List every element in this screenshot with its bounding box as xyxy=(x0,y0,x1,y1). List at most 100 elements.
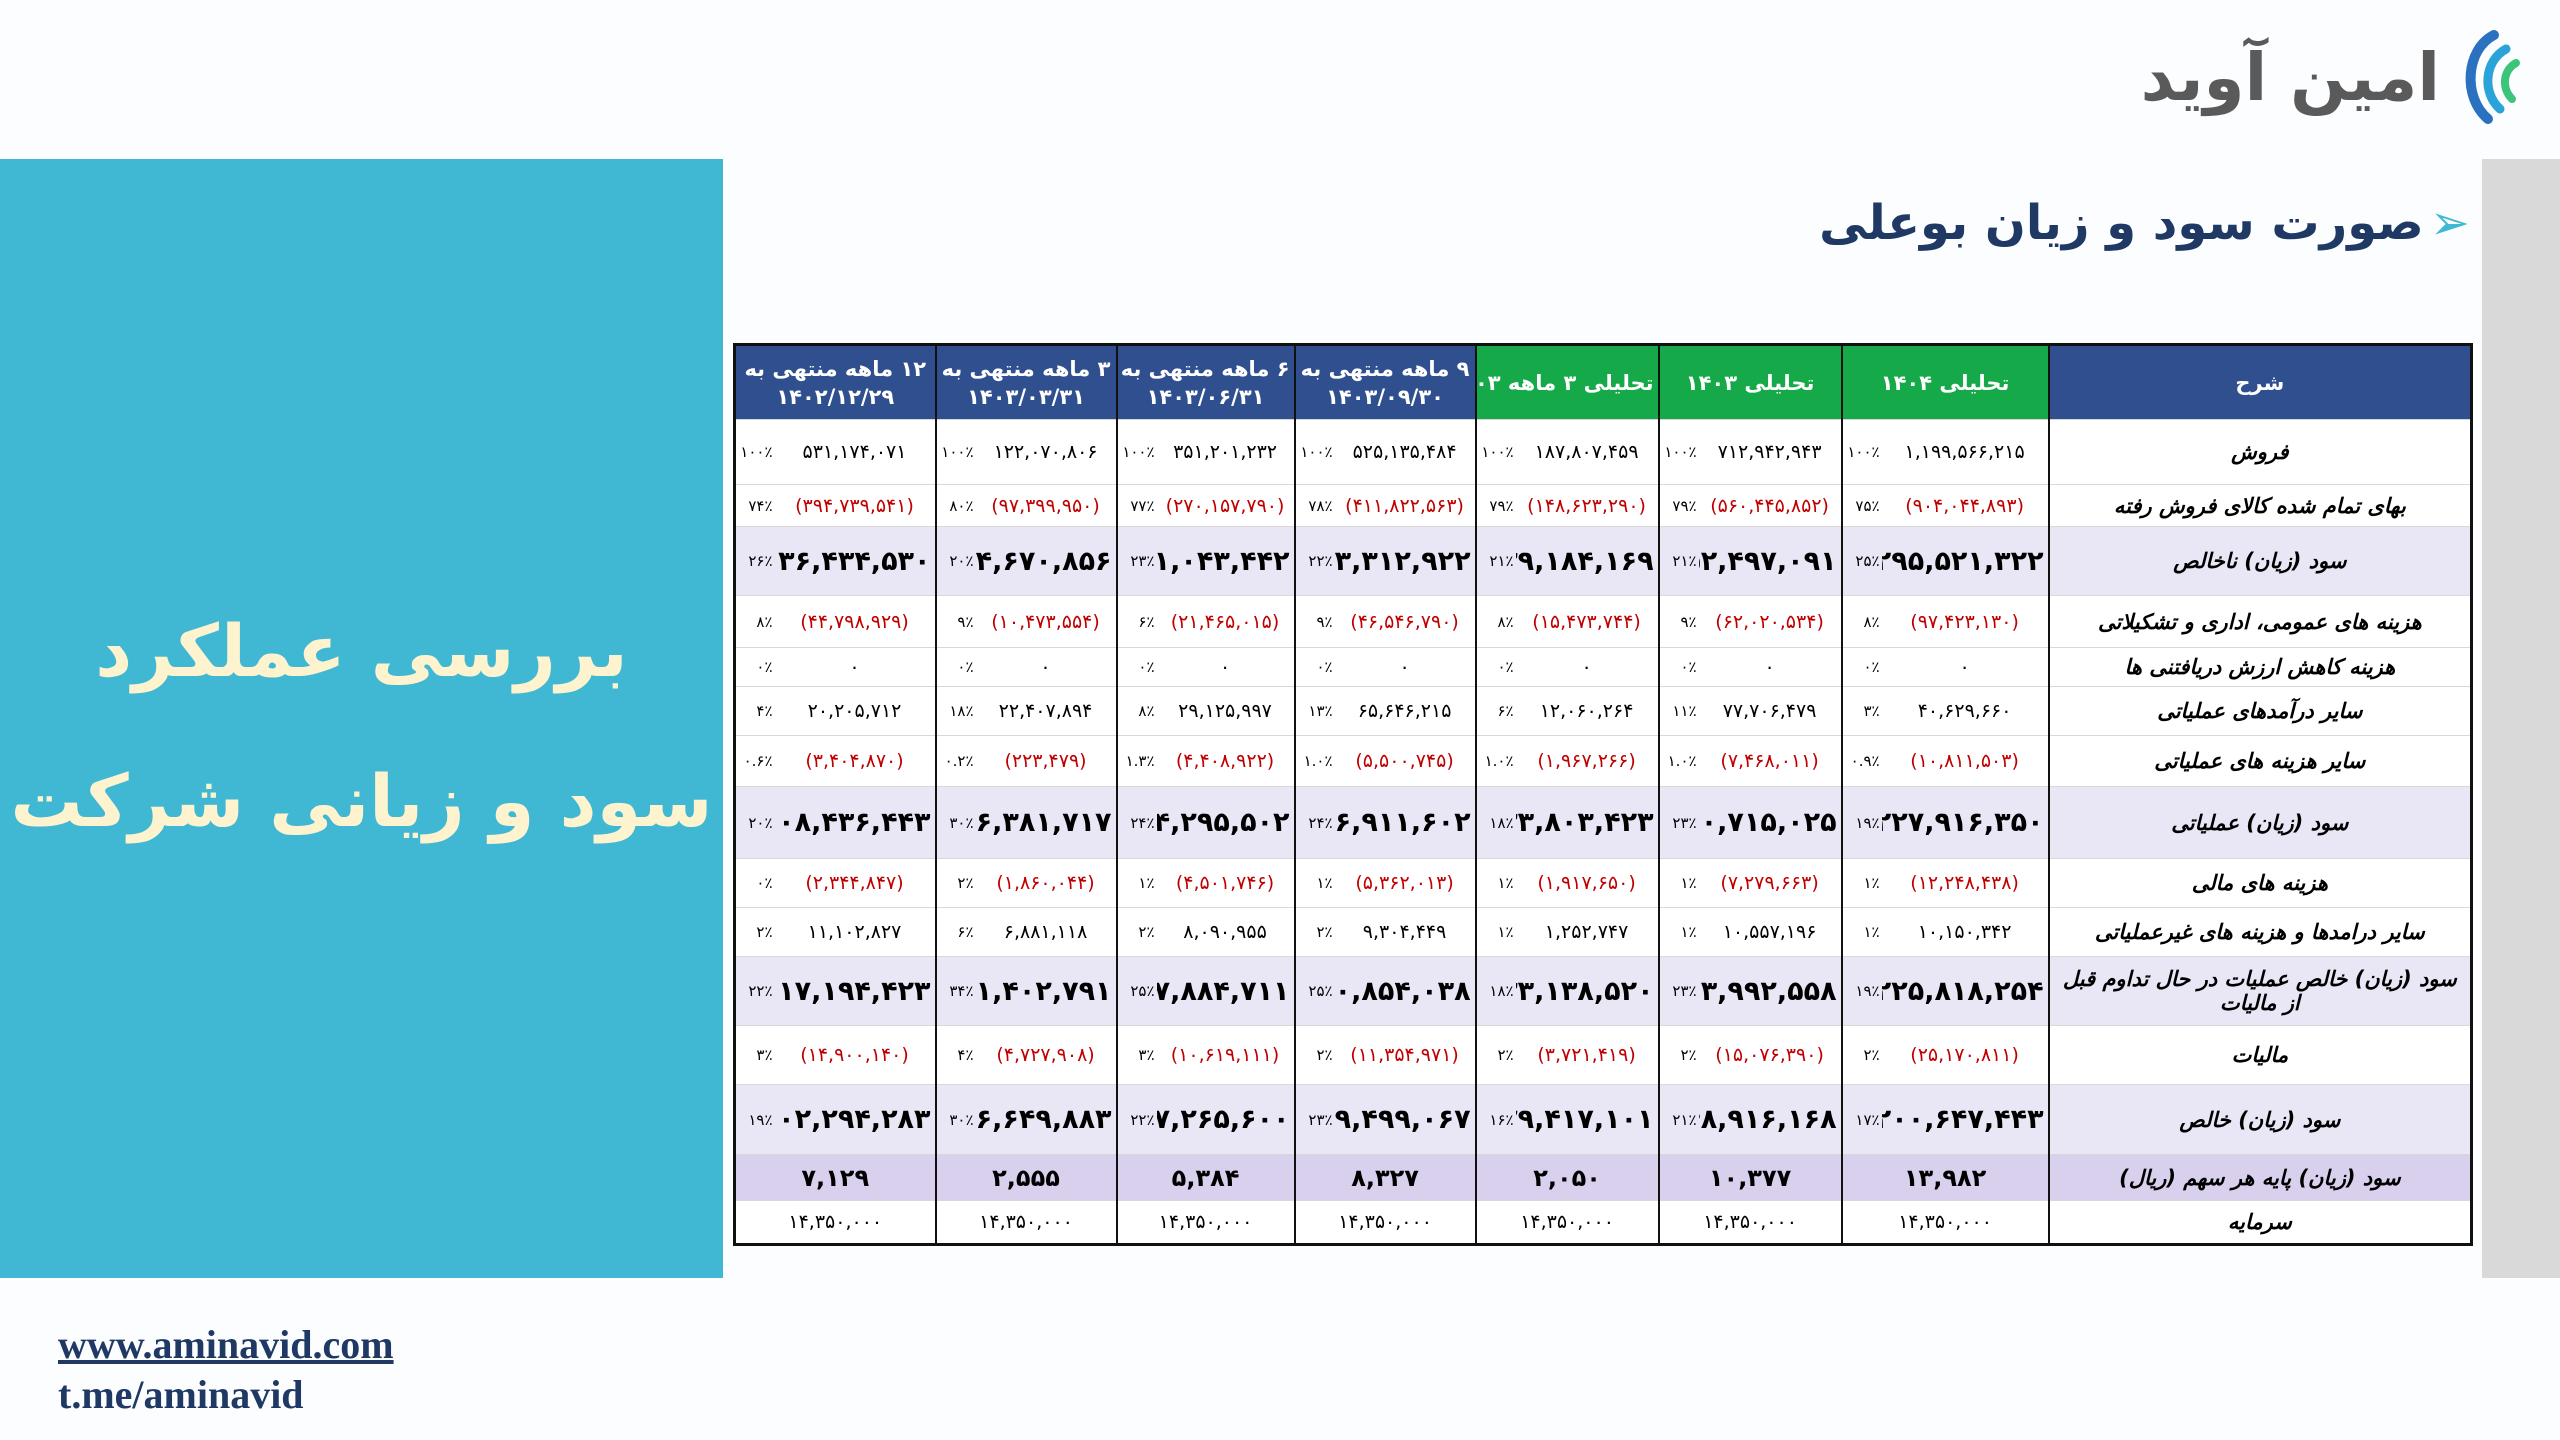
percent-cell: ۲۲٪ xyxy=(1115,1084,1157,1155)
percent-cell: ۲٪ xyxy=(934,858,976,908)
percent-cell: ۱۰۰٪ xyxy=(934,419,976,485)
value-cell: ۱۴,۳۵۰,۰۰۰ xyxy=(1657,1200,1842,1245)
table-row: مالیات (۲۵,۱۷۰,۸۱۱) ۲٪ (۱۵,۰۷۶,۳۹۰) ۲٪ (۳,۷۲۱… xyxy=(733,1025,2472,1085)
percent-cell: ۱۷٪ xyxy=(1840,1084,1882,1155)
percent-cell: ۱٪ xyxy=(1840,858,1882,908)
percent-cell: ۱۰۰٪ xyxy=(733,419,775,485)
percent-cell: ۲۱٪ xyxy=(1657,1084,1699,1155)
table-row: سرمایه ۱۴,۳۵۰,۰۰۰ ۱۴,۳۵۰,۰۰۰ ۱۴,۳۵۰,۰۰۰ ۱۴,۳… xyxy=(733,1200,2472,1245)
percent-cell: ۱٪ xyxy=(1657,858,1699,908)
value-cell: ۰ xyxy=(1515,647,1659,687)
value-cell: (۱۱,۳۵۴,۹۷۱) xyxy=(1334,1025,1476,1085)
table-row: هزینه کاهش ارزش دریافتنی ها ۰ ۰٪ ۰ ۰٪ ۰ ۰٪ ۰ ۰٪ ۰… xyxy=(733,647,2472,687)
telegram-link: t.me/aminavid xyxy=(58,1372,304,1417)
value-cell: (۷,۴۶۸,۰۱۱) xyxy=(1698,735,1842,787)
value-cell: ۷,۱۲۹ xyxy=(733,1154,936,1201)
value-cell: (۲۱,۴۶۵,۰۱۵) xyxy=(1156,595,1295,648)
percent-cell: ۱.۳٪ xyxy=(1115,735,1157,787)
percent-cell: ۲۴٪ xyxy=(1115,786,1157,859)
table-row: بهای تمام شده کالای فروش رفته (۹۰۴,۰۴۴,۸۹… xyxy=(733,484,2472,527)
income-table: شرح تحلیلی ۱۴۰۴ تحلیلی ۱۴۰۳ تحلیلی ۳ ماهه ۱… xyxy=(733,343,2474,1246)
percent-cell: ۲۱٪ xyxy=(1474,526,1516,596)
percent-cell: ۲۶٪ xyxy=(733,526,775,596)
percent-cell: ۶٪ xyxy=(1115,595,1157,648)
value-cell: (۲۵,۱۷۰,۸۱۱) xyxy=(1881,1025,2049,1085)
value-cell: ۲۹۵,۵۲۱,۳۲۲ xyxy=(1881,526,2049,596)
value-cell: (۱۴,۹۰۰,۱۴۰) xyxy=(774,1025,936,1085)
row-label: سایر درامدها و هزینه های غیرعملیاتی xyxy=(2047,907,2472,957)
value-cell: (۴۶,۵۴۶,۷۹۰) xyxy=(1334,595,1476,648)
value-cell: (۱۵,۰۷۶,۳۹۰) xyxy=(1698,1025,1842,1085)
website-link[interactable]: www.aminavid.com xyxy=(58,1322,394,1367)
value-cell: ۸,۳۲۷ xyxy=(1293,1154,1476,1201)
percent-cell: ۱۸٪ xyxy=(1474,956,1516,1026)
row-label: سود (زیان) خالص xyxy=(2047,1084,2472,1155)
value-cell: ۳۶,۶۴۹,۸۸۳ xyxy=(975,1084,1117,1155)
value-cell: ۱۴,۳۵۰,۰۰۰ xyxy=(1840,1200,2049,1245)
value-cell: (۱,۹۱۷,۶۵۰) xyxy=(1515,858,1659,908)
percent-cell: ۲۲٪ xyxy=(733,956,775,1026)
row-label: سود (زیان) خالص عملیات در حال تداوم قبل … xyxy=(2047,956,2472,1026)
value-cell: ۲۹,۴۱۷,۱۰۱ xyxy=(1515,1084,1659,1155)
header-cell: ۱۲ ماهه منتهی به ۱۴۰۲/۱۲/۲۹ xyxy=(733,344,936,420)
value-cell: ۲,۰۵۰ xyxy=(1474,1154,1659,1201)
row-label: سایر درآمدهای عملیاتی xyxy=(2047,686,2472,736)
value-cell: ۵۲۵,۱۳۵,۴۸۴ xyxy=(1334,419,1476,485)
row-label: هزینه های عمومی، اداری و تشکیلاتی xyxy=(2047,595,2472,648)
value-cell: ۱۳۶,۴۳۴,۵۳۰ xyxy=(774,526,936,596)
value-cell: (۳۹۴,۷۳۹,۵۴۱) xyxy=(774,484,936,527)
table-row: فروش ۱,۱۹۹,۵۶۶,۲۱۵ ۱۰۰٪ ۷۱۲,۹۴۲,۹۴۳ ۱۰۰٪ ۱۸۷,… xyxy=(733,419,2472,485)
value-cell: ۱۰,۱۵۰,۳۴۲ xyxy=(1881,907,2049,957)
percent-cell: ۰.۹٪ xyxy=(1840,735,1882,787)
value-cell: (۱۰,۴۷۳,۵۵۴) xyxy=(975,595,1117,648)
percent-cell: ۱۰۰٪ xyxy=(1474,419,1516,485)
value-cell: ۱۴,۳۵۰,۰۰۰ xyxy=(1474,1200,1659,1245)
value-cell: (۹۷,۳۹۹,۹۵۰) xyxy=(975,484,1117,527)
value-cell: ۰ xyxy=(774,647,936,687)
value-cell: ۱۴,۳۵۰,۰۰۰ xyxy=(1293,1200,1476,1245)
value-cell: ۱۴۸,۹۱۶,۱۶۸ xyxy=(1698,1084,1842,1155)
percent-cell: ۳٪ xyxy=(1840,686,1882,736)
panel-line: سود و زیانی شرکت xyxy=(10,759,713,843)
row-label: سرمایه xyxy=(2047,1200,2472,1245)
percent-cell: ۲٪ xyxy=(1840,1025,1882,1085)
table-row: سود (زیان) پایه هر سهم (ریال) ۱۳,۹۸۲ ۱۰,۳۷… xyxy=(733,1154,2472,1201)
value-cell: (۹۷,۴۲۳,۱۳۰) xyxy=(1881,595,2049,648)
percent-cell: ۸٪ xyxy=(1840,595,1882,648)
percent-cell: ۱۹٪ xyxy=(1840,786,1882,859)
header-line: تحلیلی ۳ ماهه ۱۴۰۳ xyxy=(1475,370,1654,395)
value-cell: ۱۸۷,۸۰۷,۴۵۹ xyxy=(1515,419,1659,485)
percent-cell: ۳٪ xyxy=(1115,1025,1157,1085)
value-cell: ۲۰,۲۰۵,۷۱۲ xyxy=(774,686,936,736)
value-cell: ۱۲۲,۰۷۰,۸۰۶ xyxy=(975,419,1117,485)
percent-cell: ۱۰۰٪ xyxy=(1115,419,1157,485)
value-cell: ۳۶,۳۸۱,۷۱۷ xyxy=(975,786,1117,859)
percent-cell: ۰٪ xyxy=(1657,647,1699,687)
value-cell: (۲۲۳,۴۷۹) xyxy=(975,735,1117,787)
percent-cell: ۷۹٪ xyxy=(1474,484,1516,527)
header-line: شرح xyxy=(2235,370,2285,395)
side-panel: بررسی عملکرد سود و زیانی شرکت xyxy=(0,159,723,1278)
header-line: ۳ ماهه منتهی به xyxy=(941,356,1111,381)
value-cell: ۱۱۹,۴۹۹,۰۶۷ xyxy=(1334,1084,1476,1155)
percent-cell: ۸٪ xyxy=(733,595,775,648)
table-row: سود (زیان) ناخالص۲۹۵,۵۲۱,۳۲۲۲۵٪۱۵۲,۴۹۷,۰… xyxy=(733,526,2472,596)
percent-cell: ۷۷٪ xyxy=(1115,484,1157,527)
value-cell: ۰ xyxy=(1334,647,1476,687)
percent-cell: ۱.۰٪ xyxy=(1657,735,1699,787)
value-cell: ۵,۳۸۴ xyxy=(1115,1154,1295,1201)
value-cell: ۱۲,۰۶۰,۲۶۴ xyxy=(1515,686,1659,736)
percent-cell: ۶٪ xyxy=(1474,686,1516,736)
value-cell: (۱۴۸,۶۲۳,۲۹۰) xyxy=(1515,484,1659,527)
percent-cell: ۲۰٪ xyxy=(733,786,775,859)
value-cell: (۹۰۴,۰۴۴,۸۹۳) xyxy=(1881,484,2049,527)
row-label: هزینه های مالی xyxy=(2047,858,2472,908)
percent-cell: ۸۰٪ xyxy=(934,484,976,527)
percent-cell: ۲۱٪ xyxy=(1657,526,1699,596)
row-label: مالیات xyxy=(2047,1025,2472,1085)
value-cell: ۲۰۰,۶۴۷,۴۴۳ xyxy=(1881,1084,2049,1155)
percent-cell: ۳۴٪ xyxy=(934,956,976,1026)
percent-cell: ۲٪ xyxy=(1293,907,1335,957)
header-cell: تحلیلی ۱۴۰۳ xyxy=(1657,344,1842,420)
value-cell: (۱۰,۶۱۹,۱۱۱) xyxy=(1156,1025,1295,1085)
